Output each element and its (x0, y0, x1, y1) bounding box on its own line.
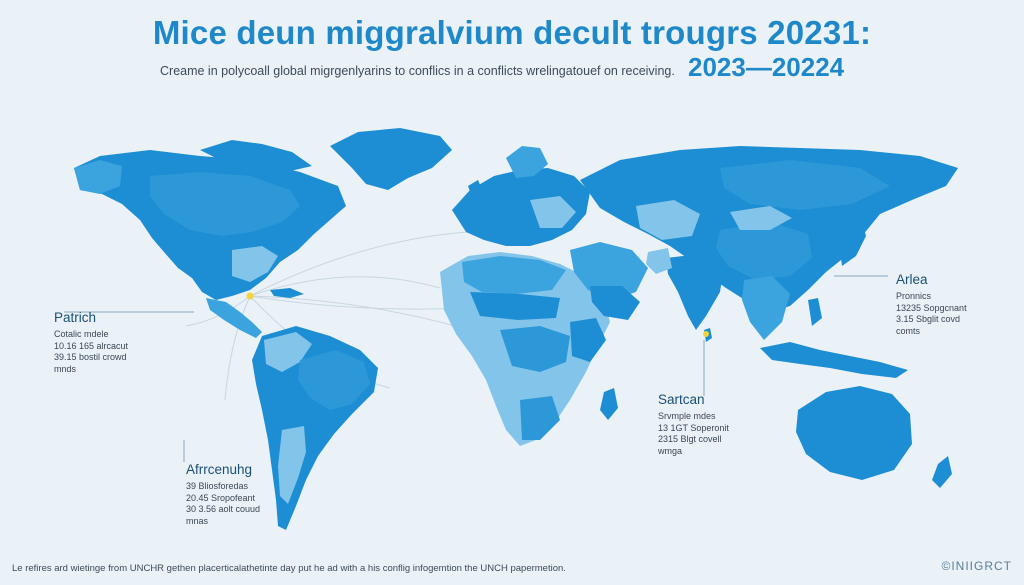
uk (468, 180, 484, 202)
east-africa (570, 318, 606, 362)
new-zealand (932, 456, 952, 488)
callout-title: Patrich (54, 310, 97, 325)
source-footnote: Le refires ard wietinge from UNCHR gethe… (12, 563, 566, 574)
callout-line: 39.15 bostil crowd (54, 352, 127, 362)
central-asia (636, 200, 700, 240)
brazil (298, 350, 370, 410)
callout-line: Srvmple mdes (658, 411, 716, 421)
australia (796, 386, 912, 480)
callout-leaders (64, 275, 888, 462)
russia-east (720, 160, 890, 210)
callout-line: 30 3.56 aolt couud (186, 504, 261, 514)
alaska (74, 160, 122, 194)
page-subtitle: Creame in polycoall global migrgenlyarin… (160, 64, 675, 78)
flow-line (249, 231, 469, 297)
japan (840, 214, 866, 266)
origin-marker (246, 292, 254, 300)
callout-line: mnds (54, 363, 77, 374)
greenland (330, 128, 452, 190)
callout-line: 20.45 Sropofeant (186, 492, 256, 503)
callout-title: Afrrcenuhg (186, 462, 253, 477)
caribbean (270, 288, 304, 298)
callout-title: Sartcan (658, 392, 705, 407)
callout-sartcan: Sartcan Srvmple mdes 13 1GT Soperonit 23… (658, 392, 729, 457)
callout-line: mnas (186, 515, 209, 526)
scandinavia (506, 146, 548, 178)
flow-line (249, 295, 456, 327)
callout-line: comts (896, 325, 921, 336)
callout-title: Arlea (896, 272, 928, 287)
pakistan (646, 248, 672, 274)
arabian-peninsula (590, 286, 640, 320)
canada-region (150, 172, 300, 236)
central-africa (500, 326, 570, 372)
china (716, 222, 812, 280)
brand-logo: ©INIIGRCT (941, 559, 1012, 573)
callout-patrich: Patrich Cotalic mdele 10.16 165 alrcacut… (54, 310, 128, 375)
philippines (808, 298, 822, 326)
callout-line: 13 1GT Soperonit (658, 422, 729, 433)
middle-east (570, 242, 648, 300)
southern-africa (520, 396, 560, 440)
india (666, 254, 724, 330)
usa-east (232, 246, 278, 282)
indonesia (760, 342, 908, 378)
page-title: Mice deun miggralvium decult trougrs 202… (152, 14, 872, 51)
callout-arlea: Arlea Pronnics 13235 Sopgcnant 3.15 Sbgl… (896, 272, 967, 337)
callout-line: 2315 Blgt covell (658, 434, 722, 444)
callout-line: wmga (658, 445, 683, 456)
callout-line: 3.15 Sbglit covd (896, 314, 961, 324)
madagascar (600, 388, 618, 420)
flow-line (224, 295, 251, 401)
eastern-europe (530, 196, 576, 228)
flow-line (249, 276, 441, 297)
callout-line: 13235 Sopgcnant (896, 302, 967, 313)
north-africa (462, 256, 566, 294)
year-range: 2023—20224 (688, 52, 845, 82)
callout-line: 10.16 165 alrcacut (54, 340, 129, 351)
central-america (206, 298, 262, 338)
sahel (470, 292, 560, 320)
argentina (278, 426, 306, 504)
callout-line: 39 Bliosforedas (186, 481, 249, 491)
destination-marker (703, 331, 709, 337)
callout-line: Pronnics (896, 291, 932, 301)
callout-afrrcenuhg: Afrrcenuhg 39 Bliosforedas 20.45 Sropofe… (186, 462, 260, 527)
mongolia (730, 206, 792, 230)
southeast-asia (742, 276, 790, 340)
callout-line: Cotalic mdele (54, 329, 109, 339)
